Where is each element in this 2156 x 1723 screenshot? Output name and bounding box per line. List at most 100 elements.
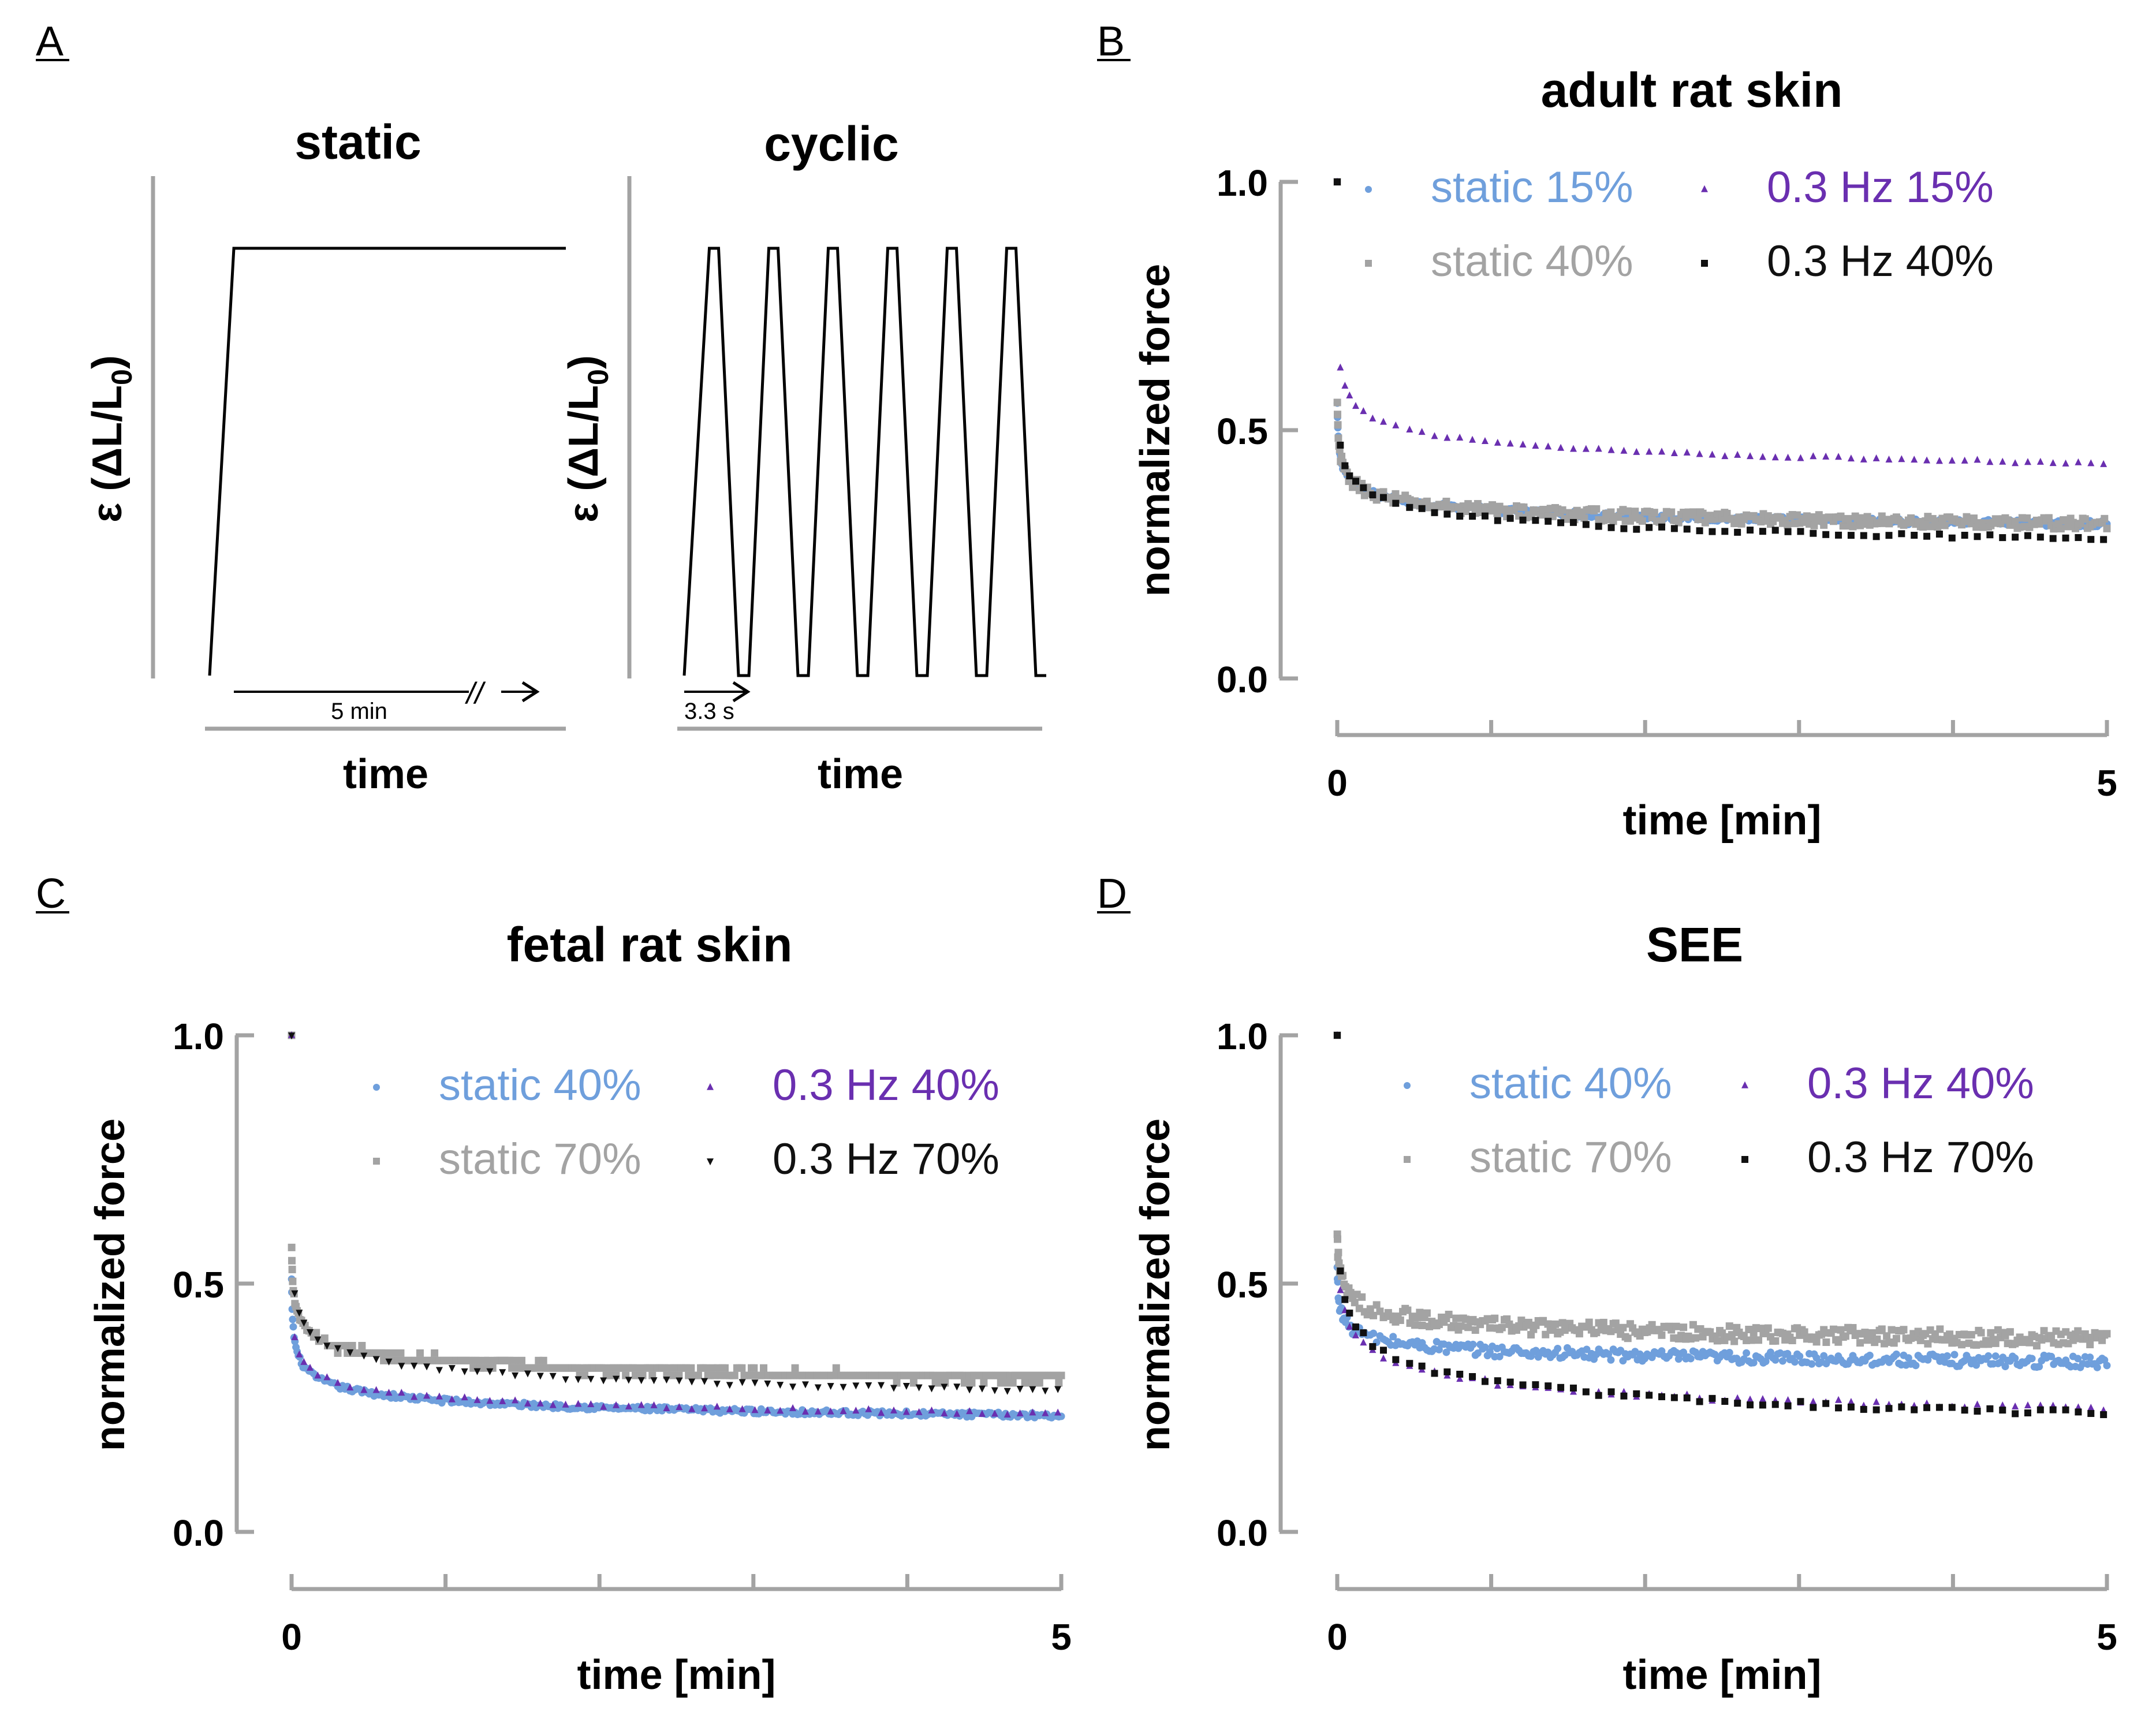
data-point — [1961, 531, 1968, 539]
data-point — [1721, 528, 1729, 535]
data-point — [1747, 1336, 1755, 1344]
data-point — [524, 1399, 531, 1407]
data-point — [1633, 447, 1640, 455]
data-point — [1406, 504, 1413, 511]
data-point — [1411, 1321, 1419, 1329]
data-point — [1369, 1343, 1377, 1351]
data-point — [2086, 1340, 2094, 1348]
data-point — [1452, 1314, 1460, 1322]
data-point — [473, 1396, 481, 1403]
legend-label-0-3-hz-70: 0.3 Hz 70% — [773, 1135, 999, 1184]
data-point — [1948, 456, 1956, 464]
data-point — [1991, 1352, 2000, 1360]
data-point — [1820, 1352, 1828, 1360]
data-point — [423, 1363, 431, 1371]
data-point — [1759, 1401, 1766, 1409]
data-point — [1620, 446, 1628, 454]
legend-label-static-70: static 70% — [439, 1135, 641, 1184]
data-point — [1822, 452, 1830, 460]
legend-label-static-70: static 70% — [1469, 1133, 1672, 1182]
data-point — [484, 1356, 492, 1364]
data-point — [372, 1356, 380, 1363]
data-point — [1569, 1384, 1577, 1392]
data-point — [1501, 505, 1509, 513]
data-point — [1873, 1335, 1881, 1343]
data-point — [2049, 1406, 2057, 1414]
data-point — [738, 1379, 746, 1386]
data-point — [1582, 445, 1590, 452]
cyclic-title: cyclic — [764, 117, 899, 171]
data-point — [1491, 1314, 1499, 1322]
data-point — [1898, 455, 1905, 463]
static-duration-label: 5 min — [331, 699, 387, 724]
data-point — [1494, 1377, 1501, 1385]
data-point — [1810, 452, 1817, 460]
data-point — [600, 1364, 608, 1372]
chart-adult-rat-skin: adult rat skin 0.0 0.5 1.0 0 5 time [min] norma… — [1132, 63, 2117, 844]
data-point — [1844, 514, 1852, 523]
data-point — [1759, 528, 1766, 535]
data-point — [1575, 1330, 1583, 1338]
data-point — [1898, 1403, 1905, 1411]
data-point — [1999, 1407, 2006, 1414]
data-point — [650, 1377, 658, 1385]
data-point — [1784, 453, 1792, 461]
data-point — [827, 1407, 834, 1415]
data-point — [936, 1371, 944, 1379]
data-point — [323, 1342, 331, 1350]
data-point — [536, 1399, 544, 1407]
data-point — [1607, 446, 1615, 453]
data-point — [1808, 1360, 1816, 1368]
y-axis-label: normalized force — [1132, 1118, 1178, 1451]
data-point — [1696, 1398, 1703, 1405]
data-point — [1431, 1370, 1438, 1377]
legend-marker-0-3-hz-40 — [1741, 1081, 1748, 1088]
data-point — [1379, 488, 1387, 496]
data-point — [1771, 1337, 1780, 1345]
y-tick-label: 0.0 — [173, 1512, 224, 1554]
data-point — [2006, 1328, 2014, 1336]
data-point — [289, 1315, 297, 1323]
legend-label-0-3-hz-40: 0.3 Hz 40% — [773, 1061, 999, 1110]
data-point — [1443, 1368, 1451, 1375]
data-point — [814, 1407, 822, 1415]
data-point — [1333, 1235, 1341, 1243]
data-point — [346, 1383, 354, 1391]
data-point — [1481, 512, 1489, 520]
data-point — [1696, 527, 1703, 535]
data-point — [549, 1401, 557, 1408]
data-point — [1626, 517, 1634, 525]
data-point — [2026, 1338, 2034, 1347]
data-point — [1687, 1355, 1695, 1363]
data-point — [1810, 1397, 1817, 1405]
data-point — [1551, 1320, 1560, 1328]
y-tick-label: 0.0 — [1217, 1512, 1268, 1554]
data-point — [1519, 516, 1527, 524]
legend-label-0-3-hz-40: 0.3 Hz 40% — [1767, 237, 1994, 286]
static-strain-diagram: static // 5 min time ε (ΔL/L0) — [84, 115, 566, 797]
data-point — [2047, 1333, 2056, 1341]
data-point — [634, 1364, 642, 1372]
data-point — [676, 1377, 683, 1385]
data-point — [2012, 1410, 2019, 1418]
data-point — [2047, 1352, 2056, 1360]
data-point — [2103, 524, 2111, 532]
data-point — [764, 1380, 771, 1388]
data-point — [1363, 1311, 1371, 1319]
data-point — [1658, 1331, 1666, 1339]
data-point — [587, 1375, 595, 1383]
data-point — [1481, 437, 1489, 445]
data-point — [499, 1397, 506, 1404]
data-point — [605, 1371, 613, 1379]
data-point — [941, 1409, 948, 1416]
static-ylabel: ε (ΔL/L0) — [84, 355, 138, 523]
legend-label-static-40: static 40% — [1469, 1059, 1672, 1108]
data-point — [1346, 391, 1353, 398]
data-point — [1849, 1324, 1857, 1332]
data-point — [1360, 407, 1367, 415]
data-point — [1481, 1343, 1489, 1351]
data-point — [1860, 532, 1867, 539]
data-point — [738, 1364, 746, 1372]
data-point — [789, 1404, 797, 1411]
data-point — [1810, 529, 1817, 537]
